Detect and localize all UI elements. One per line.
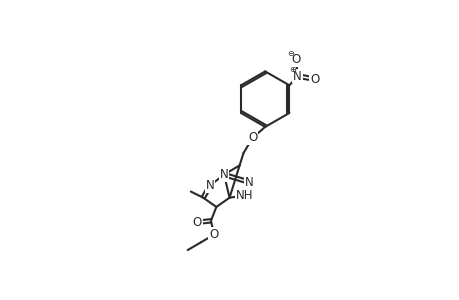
- Text: N: N: [293, 70, 302, 83]
- Text: NH: NH: [236, 189, 253, 202]
- Text: N: N: [219, 168, 228, 181]
- Text: O: O: [309, 73, 319, 85]
- Text: O: O: [209, 228, 218, 241]
- Text: O: O: [192, 216, 201, 229]
- Text: ⊖: ⊖: [287, 49, 294, 58]
- Text: O: O: [291, 52, 300, 66]
- Text: N: N: [245, 176, 253, 189]
- Text: O: O: [248, 131, 257, 144]
- Text: ⊕: ⊕: [289, 65, 296, 74]
- Text: N: N: [205, 179, 214, 192]
